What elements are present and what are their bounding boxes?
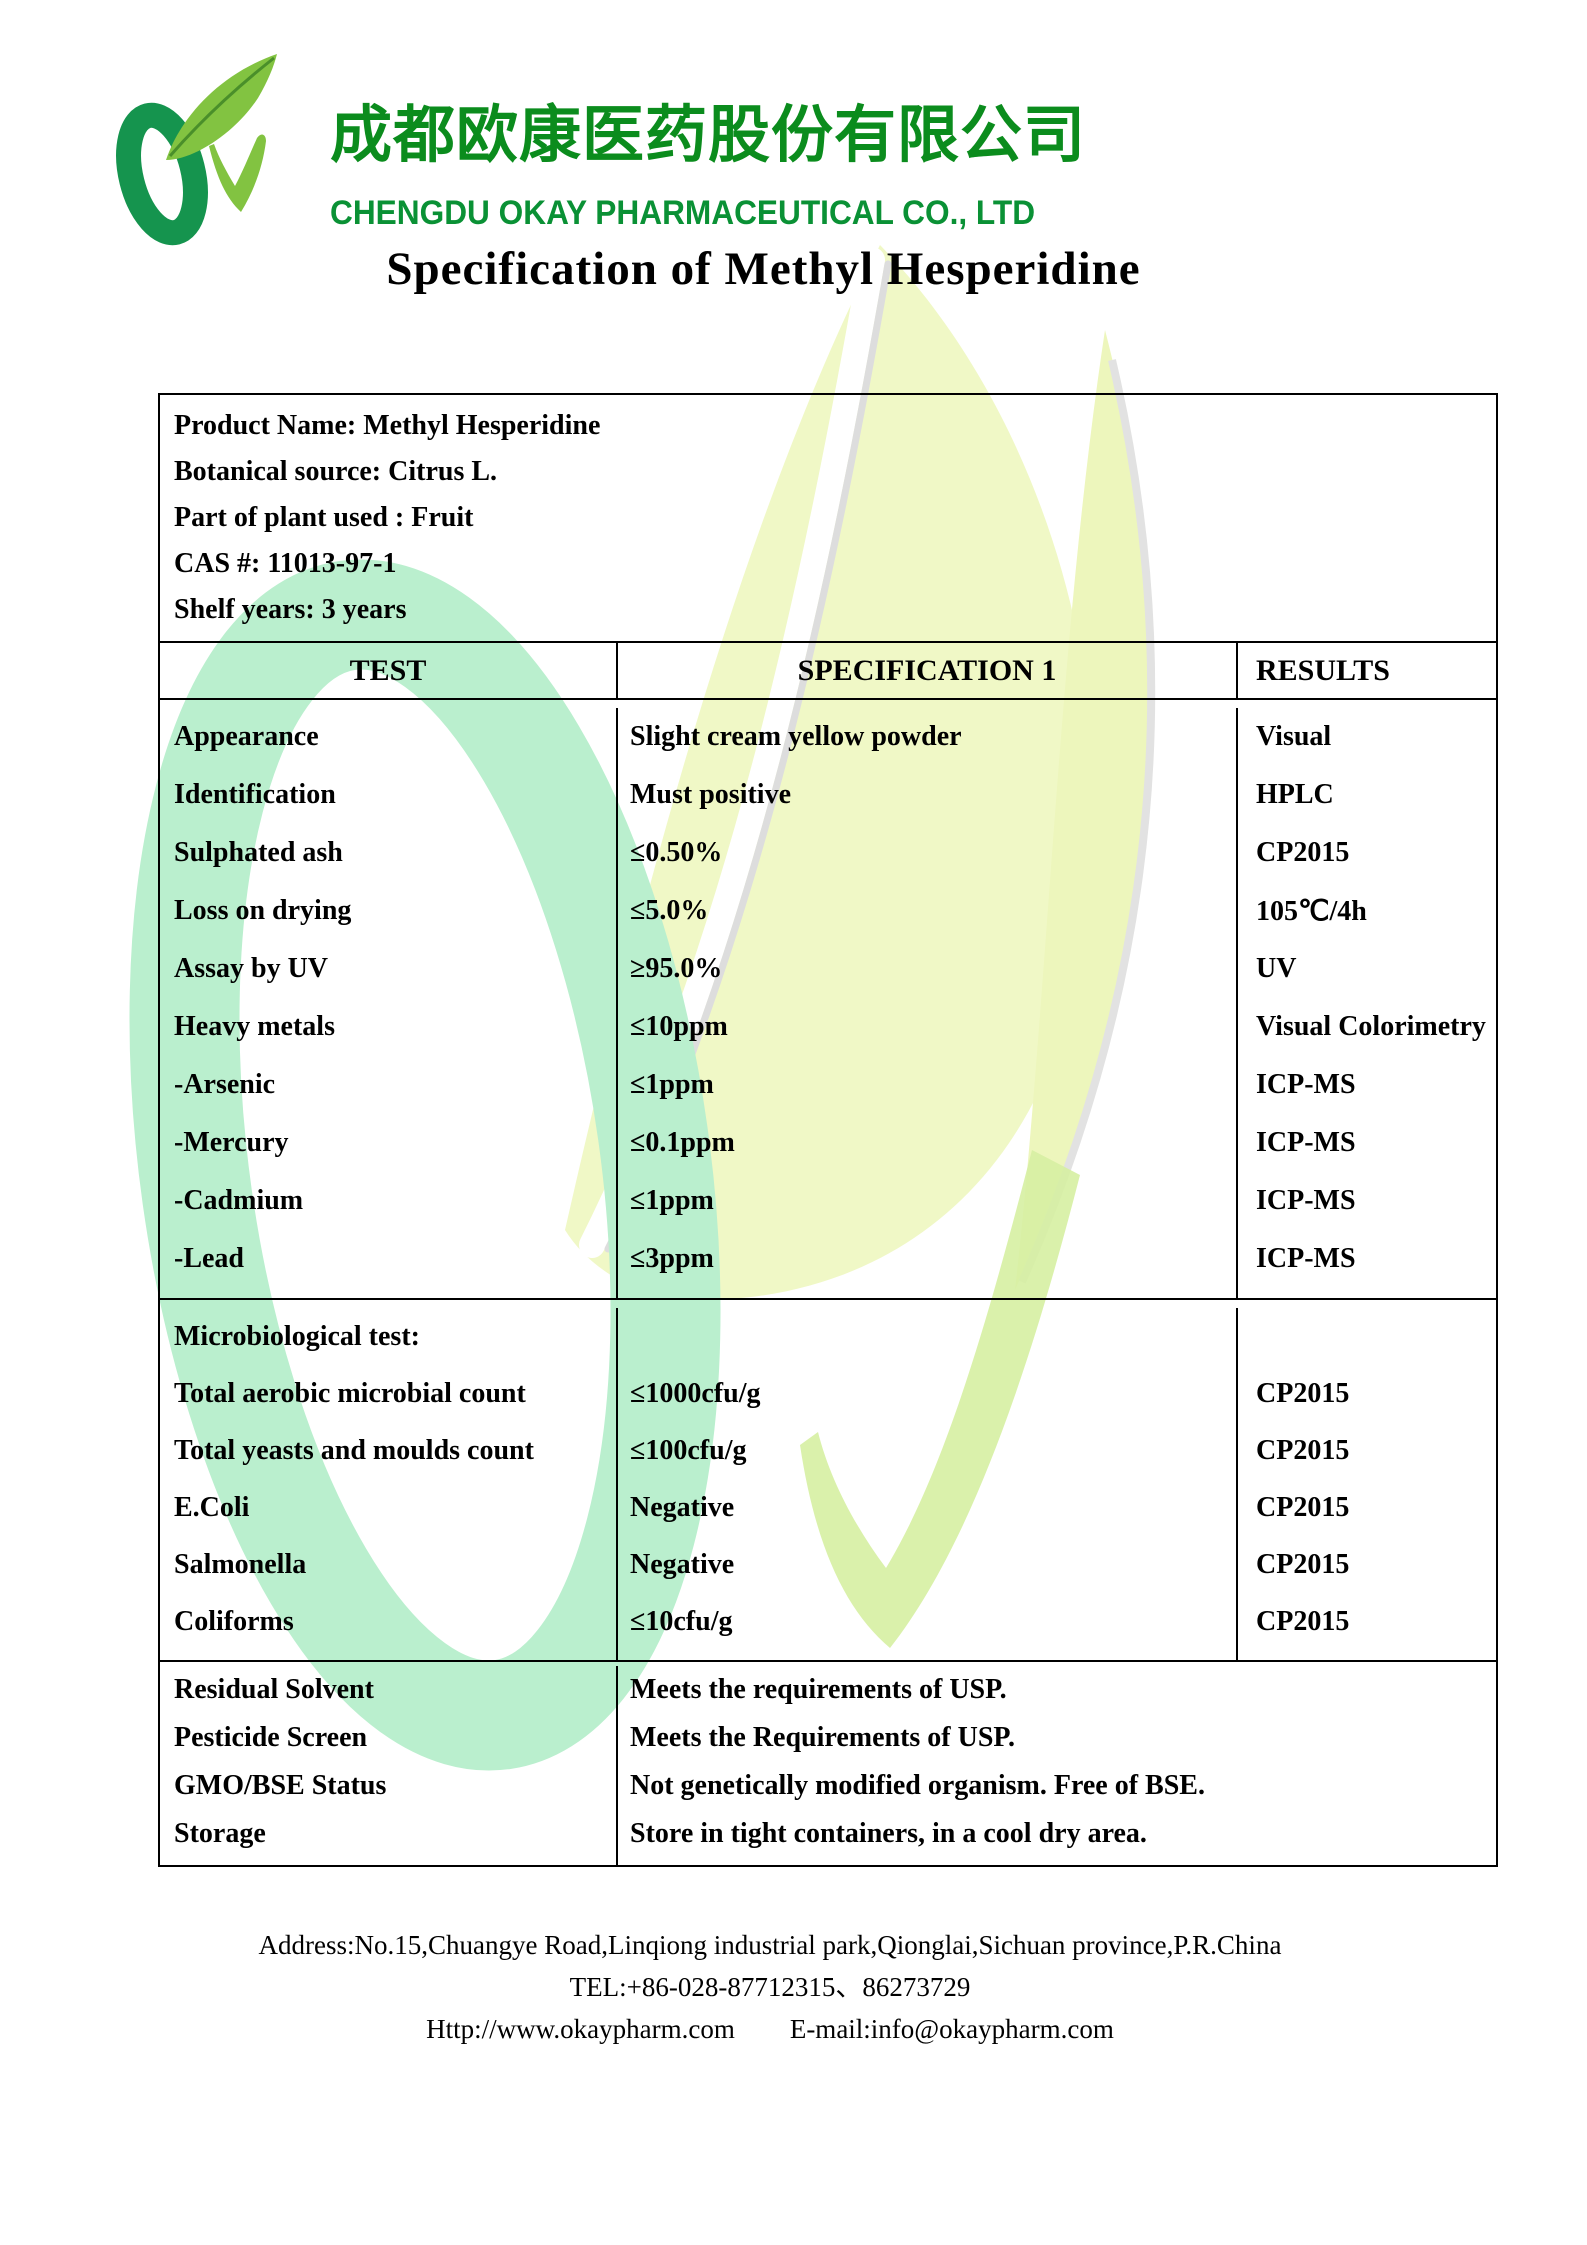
table-column: Residual Solvent Pesticide Screen GMO/BSE … — [160, 1666, 616, 1865]
product-info-line: Botanical source: Citrus L. — [174, 456, 498, 487]
footer: Address:No.15,Chuangye Road,Linqiong ind… — [0, 1924, 1540, 2050]
table-cell: GMO/BSE Status — [174, 1770, 387, 1801]
table-cell: Assay by UV — [174, 953, 329, 984]
table-cell: -Cadmium — [174, 1185, 304, 1216]
table-cell: E.Coli — [174, 1491, 250, 1523]
table-cell — [630, 1308, 1236, 1365]
table-header-row: TEST SPECIFICATION 1 RESULTS — [160, 643, 1496, 700]
product-info-line: Part of plant used : Fruit — [174, 502, 474, 533]
table-cell: Store in tight containers, in a cool dry… — [630, 1818, 1147, 1849]
table-cell — [1256, 1308, 1496, 1365]
table-header-specification: SPECIFICATION 1 — [616, 643, 1236, 698]
table-cell: Heavy metals — [174, 1011, 335, 1042]
logo-leaf-midrib — [168, 56, 275, 157]
table-cell: ≤0.50% — [630, 837, 723, 868]
table-cell: CP2015 — [1256, 1605, 1350, 1637]
table-cell: Total aerobic microbial count — [174, 1377, 526, 1409]
table-cell: Identification — [174, 779, 336, 810]
table-cell: Coliforms — [174, 1605, 294, 1637]
table-cell: CP2015 — [1256, 1377, 1350, 1409]
logo-swoosh-icon — [209, 134, 266, 212]
table-cell: ≤3ppm — [630, 1243, 714, 1274]
table-cell: CP2015 — [1256, 837, 1350, 868]
table-cell: Visual — [1256, 721, 1332, 752]
table-cell: ICP-MS — [1256, 1185, 1356, 1216]
watermark-swoosh — [800, 1150, 1080, 1648]
product-info-line: Product Name: Methyl Hesperidine — [174, 410, 601, 441]
footer-email: E-mail:info@okaypharm.com — [789, 2014, 1114, 2044]
page-title: Specification of Methyl Hesperidine — [386, 243, 1141, 295]
table-cell: ≤1ppm — [630, 1069, 714, 1100]
logo-leaf-icon — [166, 54, 277, 160]
product-info-line: Shelf years: 3 years — [174, 594, 407, 625]
table-cell: -Arsenic — [174, 1069, 276, 1100]
table-cell: ≤10ppm — [630, 1011, 728, 1042]
table-cell: ≤0.1ppm — [630, 1127, 735, 1158]
footer-web-email: Http://www.okaypharm.com E-mail:info@okay… — [0, 2008, 1540, 2050]
table-cell: Loss on drying — [174, 895, 352, 926]
company-name-chinese: 成都欧康医药股份有限公司 — [330, 98, 1087, 171]
table-cell: 105℃/4h — [1256, 896, 1367, 927]
table-column: Slight cream yellow powder Must positive ≤… — [616, 708, 1236, 1298]
table-cell: HPLC — [1256, 779, 1334, 810]
table-header-results: RESULTS — [1236, 643, 1496, 698]
watermark-leaf-blade2-shadow — [1018, 359, 1156, 1284]
table-cell: Residual Solvent — [174, 1674, 374, 1705]
footer-website: Http://www.okaypharm.com — [426, 2014, 735, 2044]
table-column: Microbiological test: Total aerobic micro… — [160, 1308, 616, 1660]
table-cell: ICP-MS — [1256, 1243, 1356, 1274]
table-cell: -Mercury — [174, 1127, 289, 1158]
company-logo — [116, 54, 277, 246]
table-cell: ≤100cfu/g — [630, 1434, 747, 1466]
table-column: Appearance Identification Sulphated ash Los… — [160, 708, 616, 1298]
table-section-microbiological: Microbiological test: Total aerobic micro… — [160, 1300, 1496, 1662]
table-cell: Storage — [174, 1818, 266, 1849]
table-section-other: Residual Solvent Pesticide Screen GMO/BSE … — [160, 1662, 1496, 1865]
table-column: Visual HPLC CP2015 105℃/4h UV Visual Colorime… — [1236, 708, 1496, 1298]
logo-o-icon — [116, 102, 208, 246]
watermark-o-ring — [129, 559, 721, 1771]
table-cell: ≥95.0% — [630, 953, 723, 984]
specification-table: Product Name: Methyl Hesperidine Botanica… — [158, 393, 1498, 1867]
table-column: ≤1000cfu/g ≤100cfu/g Negative Negative ≤10cf… — [616, 1308, 1236, 1660]
table-cell: ≤10cfu/g — [630, 1605, 733, 1637]
table-cell: ICP-MS — [1256, 1069, 1356, 1100]
table-cell: Salmonella — [174, 1548, 307, 1580]
table-cell: Appearance — [174, 721, 319, 752]
table-cell: UV — [1256, 953, 1297, 984]
table-column: Meets the requirements of USP. Meets the … — [616, 1666, 1496, 1865]
table-cell: CP2015 — [1256, 1491, 1350, 1523]
table-cell: Visual Colorimetry — [1256, 1011, 1486, 1042]
table-cell: Meets the requirements of USP. — [630, 1674, 1007, 1705]
table-cell: Must positive — [630, 779, 791, 810]
company-name-english: CHENGDU OKAY PHARMACEUTICAL CO., LTD — [330, 194, 1036, 232]
table-cell: Meets the Requirements of USP. — [630, 1722, 1015, 1753]
table-cell: Negative — [630, 1548, 735, 1580]
table-cell: ≤5.0% — [630, 895, 709, 926]
product-info-box: Product Name: Methyl Hesperidine Botanica… — [160, 395, 1496, 643]
table-cell: Total yeasts and moulds count — [174, 1434, 534, 1466]
table-cell: CP2015 — [1256, 1434, 1350, 1466]
table-column: CP2015 CP2015 CP2015 CP2015 CP2015 — [1236, 1308, 1496, 1660]
table-cell: -Lead — [174, 1243, 244, 1274]
table-cell: ≤1ppm — [630, 1185, 714, 1216]
table-section-physical-chemical: Appearance Identification Sulphated ash Los… — [160, 700, 1496, 1300]
table-cell: Negative — [630, 1491, 735, 1523]
table-cell: Slight cream yellow powder — [630, 721, 962, 752]
table-cell: ICP-MS — [1256, 1127, 1356, 1158]
footer-address: Address:No.15,Chuangye Road,Linqiong ind… — [258, 1930, 1282, 1960]
table-cell: Microbiological test: — [174, 1320, 420, 1352]
table-cell: ≤1000cfu/g — [630, 1377, 761, 1409]
table-cell: CP2015 — [1256, 1548, 1350, 1580]
table-header-test: TEST — [349, 653, 427, 687]
watermark-leaf-blade2 — [1015, 330, 1153, 1290]
table-cell: Sulphated ash — [174, 837, 343, 868]
product-info-line: CAS #: 11013-97-1 — [174, 548, 397, 579]
table-cell: Pesticide Screen — [174, 1722, 368, 1753]
table-cell: Not genetically modified organism. Free … — [630, 1770, 1205, 1801]
footer-tel: TEL:+86-028-87712315、86273729 — [569, 1972, 971, 2002]
